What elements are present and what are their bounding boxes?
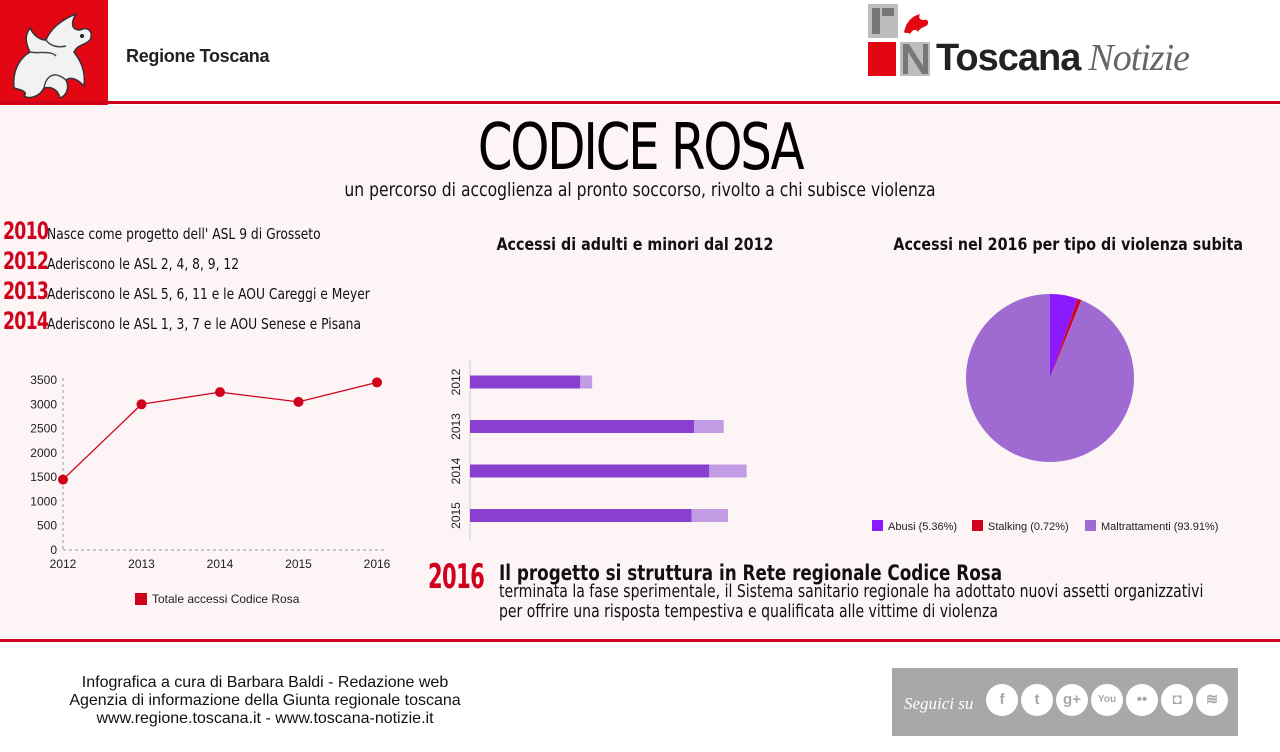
bar — [691, 509, 728, 522]
x-tick-label: 2014 — [207, 557, 234, 571]
timeline-year: 2010 — [3, 217, 49, 245]
timeline-text: Nasce come progetto dell' ASL 9 di Gross… — [47, 225, 321, 243]
social-box: Seguici su f t g+ You •• ◘ ≋ — [892, 668, 1238, 736]
y-tick-label: 2014 — [449, 457, 463, 484]
pie-chart: Abusi (5.36%) Stalking (0.72%) Maltrattame… — [872, 294, 1218, 533]
legend-swatch — [135, 593, 147, 605]
x-tick-label: 2013 — [128, 557, 155, 571]
pie-chart-title: Accessi nel 2016 per tipo di violenza su… — [893, 235, 1244, 255]
timeline-text: Aderiscono le ASL 1, 3, 7 e le AOU Senes… — [47, 315, 361, 333]
legend-label: Stalking (0.72%) — [988, 521, 1069, 533]
brand-italic: Notizie — [1088, 37, 1190, 79]
timeline-text: Aderiscono le ASL 2, 4, 8, 9, 12 — [47, 255, 240, 273]
timeline-item: 2012Aderiscono le ASL 2, 4, 8, 9, 12 — [3, 247, 281, 275]
brand-name: Toscana Notizie — [936, 36, 1190, 80]
y-tick-label: 1500 — [30, 470, 57, 484]
google-plus-icon[interactable]: g+ — [1056, 684, 1088, 716]
facebook-icon[interactable]: f — [986, 684, 1018, 716]
data-point — [136, 399, 147, 410]
legend-label: Totale accessi Codice Rosa — [152, 592, 300, 606]
timeline-item: 2014Aderiscono le ASL 1, 3, 7 e le AOU S… — [3, 307, 430, 335]
bar — [694, 420, 724, 433]
timeline-item: 2010Nasce come progetto dell' ASL 9 di G… — [3, 217, 381, 245]
bar — [470, 464, 710, 478]
pie-slice — [1050, 298, 1082, 378]
timeline-year: 2013 — [3, 277, 49, 305]
x-tick-label: 2015 — [285, 557, 312, 571]
y-tick-label: 2000 — [30, 446, 57, 460]
y-tick-label: 2013 — [449, 413, 463, 440]
legend-swatch — [1085, 520, 1096, 531]
bar-chart: 2012201320142015201605001000150020002500… — [449, 360, 747, 540]
rss-icon[interactable]: ≋ — [1196, 684, 1228, 716]
regione-toscana-logo[interactable] — [0, 0, 108, 107]
instagram-icon[interactable]: ◘ — [1161, 684, 1193, 716]
milestone-year: 2016 — [428, 557, 485, 597]
brand-bold: Toscana — [936, 37, 1081, 79]
credit-links[interactable]: www.regione.toscana.it - www.toscana-not… — [96, 710, 434, 727]
line-chart: 0 500 1000 1500 2000 2500 3000 3500 2012 2013 2014… — [30, 373, 391, 606]
timeline-item: 2013Aderiscono le ASL 5, 6, 11 e le AOU … — [3, 277, 441, 305]
footer: Infografica a cura di Barbara Baldi - Re… — [0, 642, 1280, 752]
legend-swatch — [872, 520, 883, 531]
data-point — [58, 474, 68, 485]
social-label: Seguici su — [904, 694, 974, 713]
twitter-icon[interactable]: t — [1021, 684, 1053, 716]
page-subtitle: un percorso di accoglienza al pronto soc… — [344, 179, 936, 201]
bar — [580, 375, 593, 389]
y-tick-label: 1000 — [30, 494, 57, 508]
credit-line: Agenzia di informazione della Giunta reg… — [69, 692, 461, 709]
bar — [470, 375, 581, 389]
bar — [470, 420, 695, 433]
pie-slice — [966, 294, 1134, 462]
y-tick-label: 3500 — [30, 373, 57, 387]
y-tick-label: 2500 — [30, 422, 57, 436]
footer-divider — [0, 639, 1280, 642]
youtube-icon[interactable]: You — [1091, 684, 1123, 716]
region-name: Regione Toscana — [126, 46, 270, 66]
bar — [709, 464, 747, 478]
data-point — [372, 377, 382, 388]
toscana-notizie-logo-icon[interactable] — [868, 4, 930, 76]
y-tick-label: 2015 — [449, 502, 463, 529]
header: Regione Toscana Toscana Notizie — [0, 0, 1280, 107]
timeline-year: 2014 — [3, 307, 49, 335]
timeline-text: Aderiscono le ASL 5, 6, 11 e le AOU Care… — [47, 285, 370, 303]
page-title: CODICE ROSA — [477, 111, 805, 185]
y-tick-label: 500 — [37, 519, 57, 533]
bar — [470, 509, 692, 522]
y-tick-label: 0 — [50, 543, 57, 557]
bar-chart-title: Accessi di adulti e minori dal 2012 — [496, 235, 774, 255]
milestone-title: Il progetto si struttura in Rete regiona… — [499, 561, 1003, 585]
y-tick-label: 2012 — [449, 368, 463, 395]
flickr-icon[interactable]: •• — [1126, 684, 1158, 716]
milestone-description: per offrire una risposta tempestiva e qu… — [499, 601, 998, 622]
data-point — [293, 396, 304, 407]
main-content: CODICE ROSA un percorso di accoglienza a… — [0, 105, 1280, 639]
header-divider — [0, 101, 1280, 104]
milestone-description: terminata la fase sperimentale, il Siste… — [499, 581, 1204, 602]
legend-swatch — [972, 520, 983, 531]
legend-label: Abusi (5.36%) — [888, 521, 957, 533]
data-point — [215, 387, 225, 398]
pie-slice — [1050, 294, 1078, 378]
credit-line: Infografica a cura di Barbara Baldi - Re… — [81, 674, 449, 691]
x-tick-label: 2012 — [50, 557, 77, 571]
y-tick-label: 3000 — [30, 397, 57, 411]
timeline-year: 2012 — [3, 247, 49, 275]
pegasus-icon — [12, 12, 92, 99]
legend-label: Maltrattamenti (93.91%) — [1101, 521, 1218, 533]
x-tick-label: 2016 — [364, 557, 391, 571]
